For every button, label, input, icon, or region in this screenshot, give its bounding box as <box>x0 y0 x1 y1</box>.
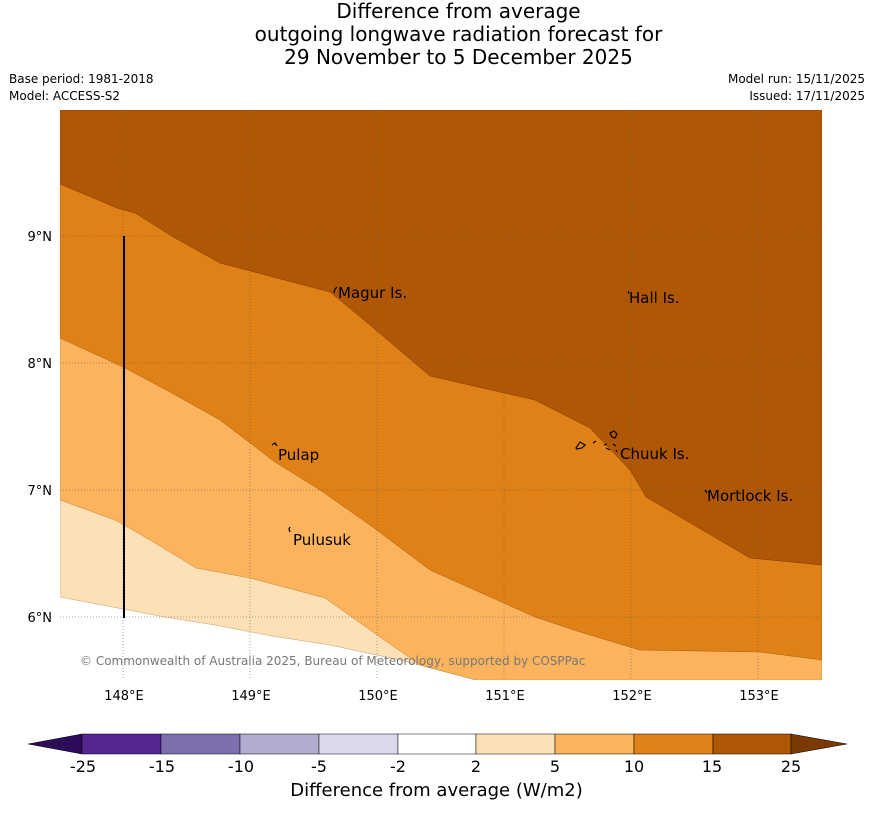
place-label-chuuk: Chuuk Is. <box>620 445 689 463</box>
magur-island-shape <box>333 286 338 294</box>
band-15-to-25 <box>60 110 822 566</box>
cbar-tick-10: 10 <box>624 757 644 776</box>
colorbar-bin-10-15 <box>633 733 714 755</box>
colorbar-ticks: -25 -15 -10 -5 -2 2 5 10 15 25 <box>70 757 801 776</box>
place-label-pulusuk: Pulusuk <box>293 531 351 549</box>
colorbar-extend-min <box>27 733 83 755</box>
place-label-magur: Magur Is. <box>338 284 407 302</box>
base-period: Base period: 1981-2018 <box>9 72 154 86</box>
colorbar-bin-minus5-minus2 <box>318 733 399 755</box>
colorbar-bin-2-5 <box>475 733 556 755</box>
hall-island-shape <box>627 290 630 295</box>
place-labels: Magur Is. Hall Is. Pulap Chuuk Is. Mortl… <box>278 284 793 549</box>
cbar-tick-15: 15 <box>702 757 722 776</box>
meta-left: Base period: 1981-2018 Model: ACCESS-S2 <box>9 71 154 105</box>
model-run: Model run: 15/11/2025 <box>727 72 865 86</box>
title-line-2: outgoing longwave radiation forecast for <box>254 22 663 46</box>
colorbar-bin-5-10 <box>554 733 635 755</box>
meta-right: Model run: 15/11/2025 Issued: 17/11/2025 <box>728 71 865 105</box>
lat-tick-labels: 9°N 8°N 7°N 6°N <box>28 230 53 626</box>
lat-label-9n: 9°N <box>28 230 53 245</box>
colorbar <box>27 733 848 755</box>
cbar-tick-minus2: -2 <box>390 757 406 776</box>
cbar-tick-minus10: -10 <box>228 757 254 776</box>
colorbar-bin-minus25-minus15 <box>81 733 162 755</box>
lon-label-149e: 149°E <box>231 689 271 704</box>
colorbar-bin-15-25 <box>712 733 792 755</box>
issued-date: Issued: 17/11/2025 <box>749 89 865 103</box>
lat-label-6n: 6°N <box>28 611 53 626</box>
lon-tick-labels: 148°E 149°E 150°E 151°E 152°E 153°E <box>104 689 779 704</box>
pulusuk-island-shape <box>288 526 291 533</box>
lon-label-152e: 152°E <box>612 689 652 704</box>
cbar-tick-minus5: -5 <box>311 757 327 776</box>
place-label-hall: Hall Is. <box>629 289 680 307</box>
colorbar-label: Difference from average (W/m2) <box>290 780 583 801</box>
lat-label-7n: 7°N <box>28 484 53 499</box>
cbar-tick-5: 5 <box>550 757 560 776</box>
colorbar-extend-max <box>790 733 848 755</box>
place-label-pulap: Pulap <box>278 446 319 464</box>
cbar-tick-25: 25 <box>781 757 801 776</box>
pulap-island-shape <box>271 442 278 447</box>
lon-label-153e: 153°E <box>739 689 779 704</box>
anomaly-fill-layer <box>60 110 822 680</box>
title-line-3: 29 November to 5 December 2025 <box>284 45 633 69</box>
colorbar-bin-minus2-2 <box>397 733 477 755</box>
map-title: Difference from average outgoing longwav… <box>0 0 873 69</box>
copyright-notice: © Commonwealth of Australia 2025, Bureau… <box>80 654 585 668</box>
colorbar-bin-minus10-minus5 <box>239 733 320 755</box>
cbar-tick-2: 2 <box>471 757 481 776</box>
lon-label-150e: 150°E <box>358 689 398 704</box>
lon-label-148e: 148°E <box>104 689 144 704</box>
chuuk-lagoon-islands <box>575 430 618 453</box>
colorbar-bin-minus15-minus10 <box>160 733 241 755</box>
place-label-mortlock: Mortlock Is. <box>707 487 793 505</box>
cbar-tick-minus15: -15 <box>149 757 175 776</box>
cbar-tick-minus25: -25 <box>70 757 96 776</box>
lon-label-151e: 151°E <box>485 689 525 704</box>
lat-label-8n: 8°N <box>28 357 53 372</box>
title-line-1: Difference from average <box>336 0 581 23</box>
mortlock-island-shape <box>704 489 708 494</box>
island-shapes <box>271 286 708 533</box>
model-name: Model: ACCESS-S2 <box>9 89 121 103</box>
